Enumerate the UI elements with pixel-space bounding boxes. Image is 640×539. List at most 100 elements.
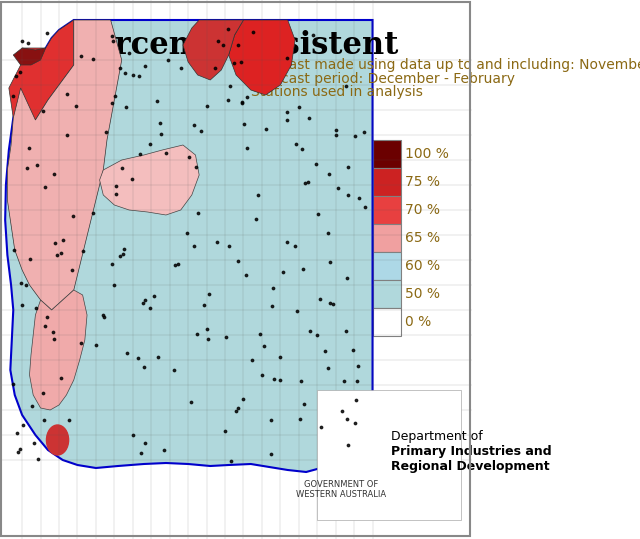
Text: 50 %: 50 % [405,287,440,301]
Point [111,190,122,199]
Point [91,341,101,350]
Point [218,41,228,50]
Point [38,107,48,115]
Point [128,71,138,79]
Bar [372,280,401,308]
Point [139,362,149,371]
Point [19,421,29,430]
Point [133,354,143,363]
Point [351,396,361,405]
Point [106,31,116,40]
Point [213,37,223,45]
Point [323,364,333,372]
Point [101,128,111,137]
Point [31,303,42,312]
Polygon shape [100,145,199,215]
Point [108,281,118,289]
Point [140,62,150,71]
Point [49,169,59,178]
Point [241,271,252,279]
Point [39,416,49,424]
Point [339,376,349,385]
Point [312,330,323,339]
Point [308,31,319,39]
Point [22,164,33,172]
Point [324,169,335,178]
Point [251,215,261,223]
Point [226,457,236,465]
Bar [372,224,401,252]
Point [134,150,145,158]
Point [341,327,351,336]
Point [323,229,333,237]
Point [111,182,121,190]
Point [15,68,25,77]
Point [315,295,325,303]
Point [275,353,285,361]
Point [333,184,344,192]
Text: 100 %: 100 % [405,147,449,161]
Bar [372,168,401,196]
Point [343,191,353,199]
Point [109,92,120,100]
Polygon shape [183,20,243,80]
Point [232,257,243,265]
Point [325,258,335,267]
Point [99,312,109,321]
Point [184,153,194,162]
Point [191,330,202,338]
Point [246,356,257,364]
Point [296,377,306,386]
Point [305,327,316,336]
Point [257,371,268,379]
Point [328,299,339,308]
Point [71,101,81,110]
Point [295,415,305,424]
Point [313,210,323,218]
Point [20,281,31,289]
Point [202,325,212,334]
Point [202,335,212,344]
Text: Primary Industries and: Primary Industries and [391,445,552,458]
Point [182,229,192,238]
Point [27,402,37,410]
Point [115,252,125,260]
Point [50,239,60,247]
Point [342,274,353,282]
Point [88,54,98,63]
Point [350,132,360,140]
Point [108,37,118,45]
Point [140,439,150,447]
Point [8,92,18,100]
Point [304,114,314,123]
Point [17,37,27,46]
Point [204,290,214,299]
Bar [317,390,461,520]
Point [42,313,52,321]
Circle shape [47,425,68,455]
Point [31,161,42,170]
Point [212,237,223,246]
Point [269,374,279,383]
Text: 0 %: 0 % [405,315,431,329]
Point [115,64,125,72]
Point [106,259,116,268]
Point [152,97,163,106]
Point [156,119,166,127]
Point [161,149,171,157]
Point [221,332,231,341]
Point [300,179,310,188]
Point [56,249,67,258]
Text: Forecast made using data up to and including: November: Forecast made using data up to and inclu… [251,58,640,72]
Point [140,296,150,305]
Point [259,341,269,350]
Point [156,130,166,139]
Point [48,327,58,336]
Point [148,292,159,300]
Point [186,398,196,406]
Point [233,40,243,49]
Point [107,99,117,107]
Point [353,362,363,370]
Point [342,414,353,423]
Point [8,379,18,388]
